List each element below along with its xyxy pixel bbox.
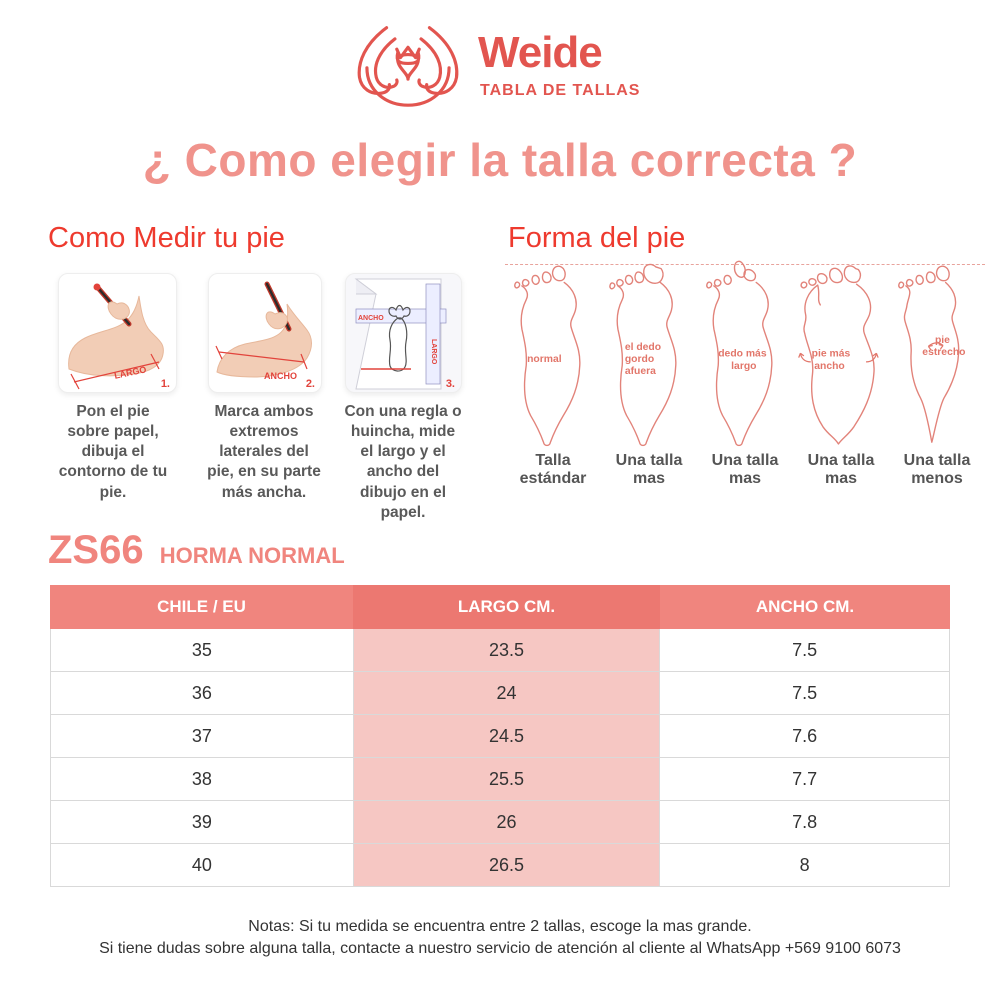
svg-text:pie más ancho: pie más ancho — [812, 349, 853, 372]
svg-text:LARGO: LARGO — [430, 339, 437, 365]
svg-text:ANCHO: ANCHO — [358, 315, 384, 322]
svg-text:normal: normal — [527, 354, 562, 365]
svg-text:dedo más largo: dedo más largo — [718, 349, 769, 372]
svg-text:ANCHO: ANCHO — [264, 371, 297, 381]
svg-text:pie estrecho: pie estrecho — [922, 335, 965, 358]
svg-text:el dedo gordo: el dedo gordo afuera — [625, 342, 664, 377]
